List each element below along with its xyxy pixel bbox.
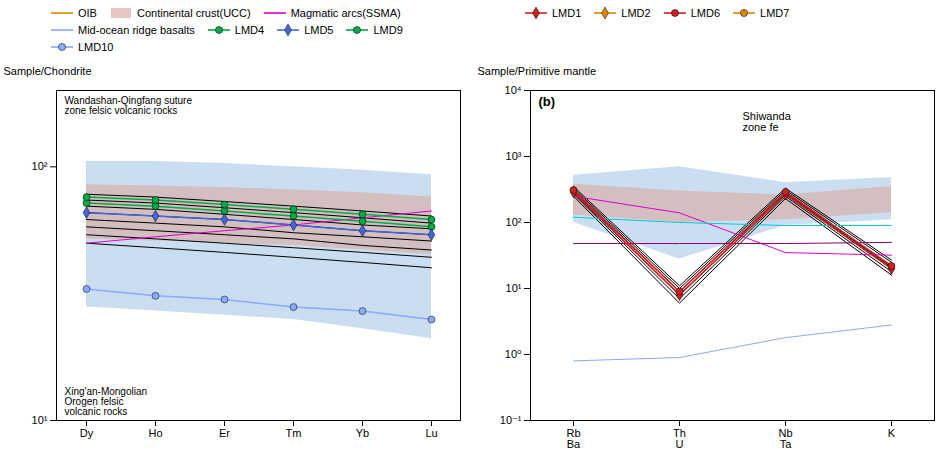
svg-text:Xing'an-MongolianOrogen felsic: Xing'an-MongolianOrogen felsicvolcanic r… bbox=[65, 386, 148, 417]
html-text:LMD9: LMD9 bbox=[373, 24, 403, 36]
svg-text:10⁰: 10⁰ bbox=[505, 348, 522, 360]
html-text:Magmatic arcs(SSMA): Magmatic arcs(SSMA) bbox=[290, 7, 401, 19]
svg-text:10²: 10² bbox=[32, 160, 48, 172]
svg-text:10³: 10³ bbox=[506, 150, 522, 162]
svg-text:RbBa: RbBa bbox=[566, 427, 581, 450]
svg-text:Shiwandazone fe: Shiwandazone fe bbox=[743, 110, 792, 133]
svg-text:Sample/Primitive mantle: Sample/Primitive mantle bbox=[478, 65, 597, 77]
html-text:LMD1: LMD1 bbox=[552, 7, 582, 19]
svg-text:Lu: Lu bbox=[425, 427, 437, 439]
html-text:Mid-ocean ridge basalts: Mid-ocean ridge basalts bbox=[78, 24, 195, 36]
svg-text:Sample/Chondrite: Sample/Chondrite bbox=[4, 65, 92, 77]
svg-text:10¹: 10¹ bbox=[32, 414, 48, 426]
html-text:LMD5: LMD5 bbox=[304, 24, 334, 36]
svg-text:Er: Er bbox=[219, 427, 230, 439]
svg-text:10⁻¹: 10⁻¹ bbox=[500, 414, 522, 426]
svg-text:K: K bbox=[888, 427, 896, 439]
svg-text:Wandashan-Qingfang suturezone: Wandashan-Qingfang suturezone felsic vol… bbox=[65, 95, 193, 116]
svg-text:Yb: Yb bbox=[356, 427, 369, 439]
html-text:LMD7: LMD7 bbox=[760, 7, 790, 19]
html-text:LMD10: LMD10 bbox=[78, 41, 114, 53]
svg-text:NbTa: NbTa bbox=[778, 427, 792, 450]
svg-text:(b): (b) bbox=[539, 94, 556, 109]
svg-text:Ho: Ho bbox=[148, 427, 162, 439]
svg-text:10¹: 10¹ bbox=[506, 282, 522, 294]
html-text:LMD6: LMD6 bbox=[690, 7, 720, 19]
svg-text:10²: 10² bbox=[506, 216, 522, 228]
svg-text:10⁴: 10⁴ bbox=[505, 84, 522, 96]
svg-text:Dy: Dy bbox=[80, 427, 94, 439]
html-text:LMD2: LMD2 bbox=[621, 7, 651, 19]
html-text:Continental crust(UCC): Continental crust(UCC) bbox=[137, 7, 251, 19]
html-text:LMD4: LMD4 bbox=[234, 24, 265, 36]
html-text:OIB: OIB bbox=[78, 7, 97, 19]
svg-text:Tm: Tm bbox=[286, 427, 302, 439]
svg-text:ThU: ThU bbox=[673, 427, 686, 450]
